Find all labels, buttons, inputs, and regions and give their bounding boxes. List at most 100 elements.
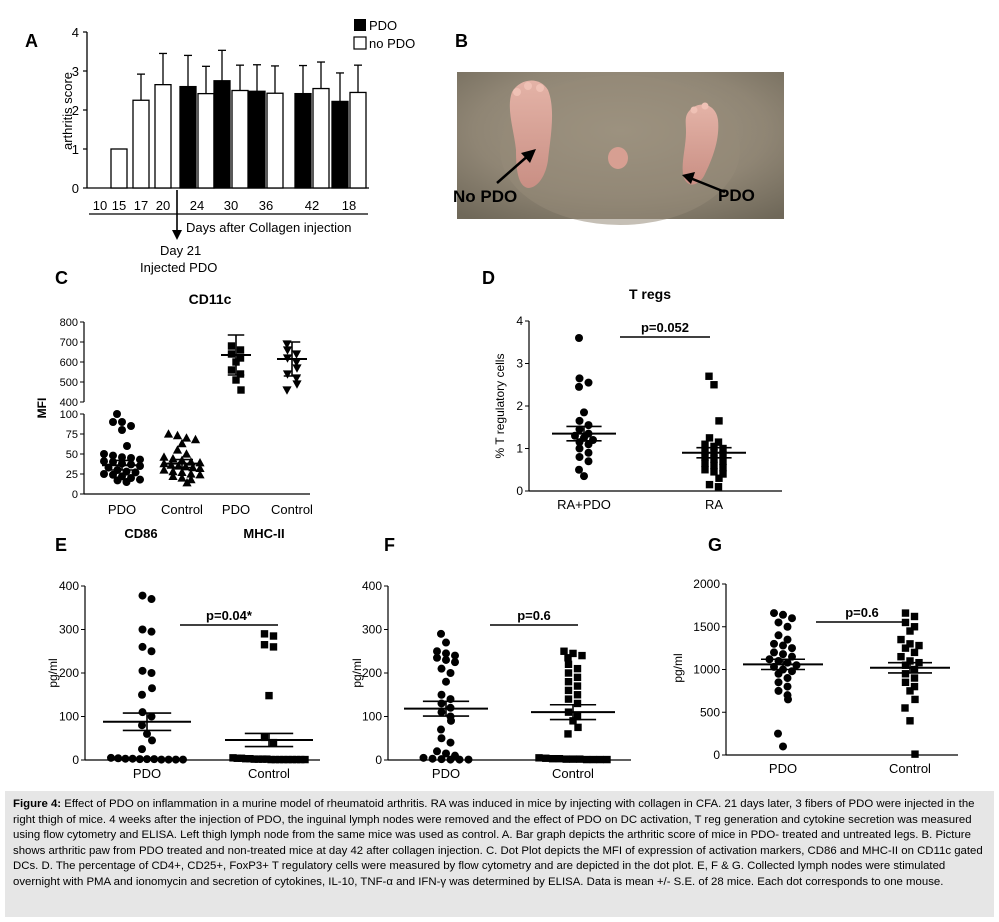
panel-c-lower-ytick-label: 75 xyxy=(66,429,78,441)
panel-f-point xyxy=(542,754,550,762)
panel-f-point xyxy=(442,677,450,686)
panel-d-point xyxy=(719,470,727,478)
panel-d-point xyxy=(575,334,583,342)
panel-f-point xyxy=(564,730,572,738)
panel-g-point xyxy=(774,631,783,640)
panel-e-point xyxy=(229,754,237,762)
panel-f-point xyxy=(564,654,572,662)
panel-c-point xyxy=(168,471,178,480)
panel-c-point xyxy=(159,465,169,474)
panel-f-point xyxy=(428,754,437,763)
panel-a-xtick-label: 10 xyxy=(93,198,107,213)
panel-e-point xyxy=(138,721,146,730)
panel-g-point xyxy=(783,674,792,683)
panel-g-point xyxy=(910,648,919,657)
panel-d-point xyxy=(715,474,723,482)
panel-d-point xyxy=(580,472,588,481)
panel-f-point xyxy=(442,749,450,758)
panel-d-ytick-label: 1 xyxy=(516,442,523,456)
panel-g-point xyxy=(906,627,914,635)
panel-c-point xyxy=(177,438,187,448)
panel-d-point xyxy=(714,438,723,446)
panel-d-point xyxy=(584,440,593,449)
figure-canvas: A B C D E F G arthritis score Days after… xyxy=(25,18,958,781)
panel-d-ytick-label: 4 xyxy=(516,314,523,328)
panel-c-point xyxy=(227,366,236,374)
panel-e-point xyxy=(258,755,267,763)
panel-c-point xyxy=(186,474,196,484)
panel-d-point xyxy=(719,451,727,459)
bar-pdo-day-18 xyxy=(331,100,349,189)
panel-g-point xyxy=(788,644,796,653)
panel-e-point xyxy=(254,755,263,763)
panel-a-xtick-label: 36 xyxy=(259,198,273,213)
panel-e-point xyxy=(138,708,147,717)
panel-e-ytick-label: 100 xyxy=(59,710,79,724)
panel-b-photo: No PDO PDO xyxy=(453,72,784,225)
panel-label-g: G xyxy=(708,535,722,555)
panel-c-xtick-label: PDO xyxy=(108,502,136,517)
panel-label-f: F xyxy=(384,535,395,555)
panel-c-point xyxy=(136,455,144,464)
panel-g-point xyxy=(910,612,919,621)
panel-f-point xyxy=(446,669,455,677)
panel-g-point xyxy=(783,635,792,644)
panel-e-point xyxy=(147,669,156,677)
panel-e-point xyxy=(275,755,284,764)
panel-d-point xyxy=(701,440,709,448)
panel-c-point xyxy=(181,449,192,458)
panel-d-point xyxy=(714,483,723,491)
panel-e-point xyxy=(138,625,147,634)
bar-pdo-day-30 xyxy=(213,80,231,189)
panel-c-title: CD11c xyxy=(189,291,232,307)
panel-d-pvalue: p=0.052 xyxy=(641,320,689,335)
panel-label-e: E xyxy=(55,535,67,555)
panel-e-point xyxy=(301,755,309,764)
panel-f-point xyxy=(433,747,441,756)
right-paw xyxy=(682,104,719,185)
panel-c-point xyxy=(292,364,302,373)
panel-g-point xyxy=(779,610,787,619)
panel-f-point xyxy=(464,755,473,764)
panel-c-lower-ytick-label: 25 xyxy=(66,469,78,481)
panel-g-point xyxy=(774,669,783,678)
panel-d-title: T regs xyxy=(629,286,671,302)
panel-f-ytick-label: 400 xyxy=(362,579,382,593)
legend-swatch-pdo xyxy=(354,19,366,31)
panel-e-point xyxy=(171,755,180,764)
panel-e-point xyxy=(260,733,269,742)
panel-d-point xyxy=(710,461,718,470)
panel-f-point xyxy=(442,638,450,647)
panel-f-dot-plot: pg/ml 0 100 200 300 400 PDO Control p=0.6 xyxy=(350,579,631,781)
panel-f-point xyxy=(437,734,446,743)
panel-c-point xyxy=(136,475,144,484)
panel-e-point xyxy=(297,755,305,764)
panel-e-ytick-label: 0 xyxy=(72,753,79,767)
panel-g-point xyxy=(906,687,914,695)
panel-c-point xyxy=(159,452,169,461)
panel-d-xtick-label: RA+PDO xyxy=(557,497,611,512)
panel-g-point xyxy=(774,729,782,738)
panel-c-point xyxy=(109,418,117,426)
panel-f-point xyxy=(569,649,577,658)
panel-c-point xyxy=(118,453,126,462)
panel-d-point xyxy=(575,374,584,383)
panel-e-point xyxy=(267,755,275,764)
panel-e-point xyxy=(143,729,151,738)
panel-a-xtick-label: 18 xyxy=(342,198,356,213)
panel-f-point xyxy=(437,755,446,764)
panel-d-point xyxy=(715,417,723,425)
panel-e-point xyxy=(138,591,147,600)
panel-c-point xyxy=(195,470,205,479)
panel-f-point xyxy=(573,682,582,690)
panel-e-dot-plot: pg/ml 0 100 200 300 400 PDO Control p=0.04* xyxy=(46,579,320,781)
panel-g-point xyxy=(906,640,914,648)
panel-a-xtick-label: 42 xyxy=(305,198,319,213)
panel-e-point xyxy=(246,754,254,763)
panel-d-point xyxy=(719,457,727,465)
panel-e-point xyxy=(233,754,241,762)
arrow-pdo xyxy=(689,176,726,194)
panel-c-point xyxy=(123,442,131,450)
panel-c-point xyxy=(182,478,192,487)
panel-c-point xyxy=(118,426,126,434)
